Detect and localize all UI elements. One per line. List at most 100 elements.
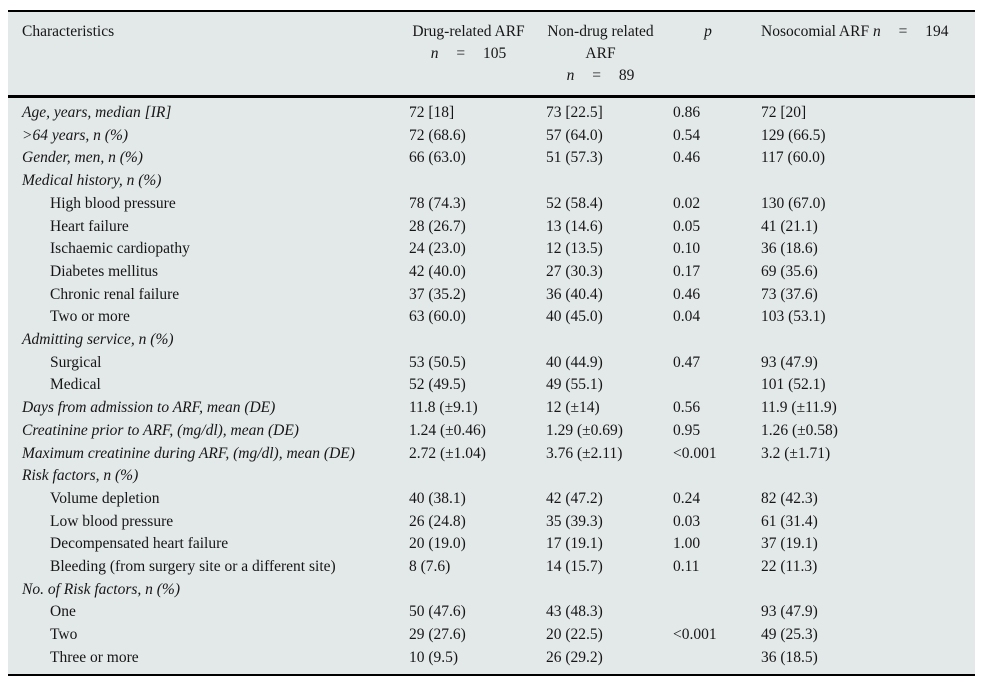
table-row: Diabetes mellitus 42 (40.0) 27 (30.3) 0.17 6… <box>8 261 975 284</box>
non-drug-arf-value: 49 (55.1) <box>546 376 603 394</box>
header-drug-n: n = 105 <box>430 45 507 62</box>
non-drug-arf-value: 43 (48.3) <box>546 603 603 621</box>
row-label: Age, years, median [IR] <box>22 104 172 121</box>
drug-arf-value: 72 [18] <box>409 104 455 121</box>
row-label: Two <box>50 626 78 644</box>
nosocomial-arf-value <box>752 465 975 488</box>
header-p-value: p <box>664 11 752 98</box>
row-label: Diabetes mellitus <box>50 262 159 280</box>
non-drug-arf-value <box>537 329 664 352</box>
non-drug-arf-value: 51 (57.3) <box>546 149 603 167</box>
drug-arf-value <box>400 465 537 488</box>
row-label: High blood pressure <box>50 194 176 212</box>
p-value: <0.001 <box>673 444 717 462</box>
table-body: Age, years, median [IR] 72 [18] 73 [22.5] 0… <box>8 97 975 675</box>
non-drug-arf-value: 14 (15.7) <box>546 558 603 576</box>
non-drug-arf-value: 3.76 (±2.11) <box>546 444 623 462</box>
nosocomial-arf-value: 3.2 (±1.71) <box>761 444 831 462</box>
header-nondrug-label: Non-drug related ARF <box>547 23 654 62</box>
table-row: Volume depletion 40 (38.1) 42 (47.2) 0.24 82… <box>8 488 975 511</box>
non-drug-arf-value: 52 (58.4) <box>546 194 603 212</box>
nosocomial-arf-value: 82 (42.3) <box>761 489 818 507</box>
nosocomial-arf-value: 93 (47.9) <box>761 603 818 621</box>
p-value: 1.00 <box>673 535 701 553</box>
nosocomial-arf-value: 72 [20] <box>761 104 807 121</box>
drug-arf-value: 52 (49.5) <box>409 376 466 394</box>
row-label: Creatinine prior to ARF, (mg/dl), mean (… <box>22 421 299 439</box>
drug-arf-value: 11.8 (±9.1) <box>409 399 478 417</box>
nosocomial-arf-value <box>752 170 975 193</box>
row-label: Bleeding (from surgery site or a differe… <box>50 558 336 576</box>
p-value: 0.03 <box>673 512 701 530</box>
table-row: Heart failure 28 (26.7) 13 (14.6) 0.05 41 (2… <box>8 216 975 239</box>
nosocomial-arf-value: 130 (67.0) <box>761 194 826 212</box>
drug-arf-value: 50 (47.6) <box>409 603 466 621</box>
non-drug-arf-value <box>537 170 664 193</box>
nosocomial-arf-value: 36 (18.6) <box>761 240 818 258</box>
non-drug-arf-value: 27 (30.3) <box>546 262 603 280</box>
table-row: Admitting service, n (%) <box>8 329 975 352</box>
header-drug-related-arf: Drug-related ARF n = 105 <box>400 11 537 98</box>
drug-arf-value: 26 (24.8) <box>409 512 466 530</box>
drug-arf-value: 66 (63.0) <box>409 149 466 167</box>
header-row: Characteristics Drug-related ARF n = 105… <box>8 11 975 98</box>
nosocomial-arf-value: 69 (35.6) <box>761 262 818 280</box>
table-row: Age, years, median [IR] 72 [18] 73 [22.5] 0… <box>8 97 975 125</box>
row-label: Surgical <box>50 353 102 371</box>
non-drug-arf-value: 17 (19.1) <box>546 535 603 553</box>
table-row: One 50 (47.6) 43 (48.3) 93 (47.9) <box>8 601 975 624</box>
table-row: High blood pressure 78 (74.3) 52 (58.4) 0.0… <box>8 193 975 216</box>
row-label: Ischaemic cardiopathy <box>50 240 190 258</box>
drug-arf-value: 24 (23.0) <box>409 240 466 258</box>
table-row: Maximum creatinine during ARF, (mg/dl), … <box>8 443 975 466</box>
nosocomial-arf-value: 61 (31.4) <box>761 512 818 530</box>
p-value <box>664 374 752 397</box>
characteristics-table: Characteristics Drug-related ARF n = 105… <box>8 10 975 676</box>
drug-arf-value: 63 (60.0) <box>409 308 466 326</box>
drug-arf-value <box>400 579 537 602</box>
table-row: Bleeding (from surgery site or a differe… <box>8 556 975 579</box>
row-label: Gender, men, n (%) <box>22 149 143 167</box>
table-row: Two or more 63 (60.0) 40 (45.0) 0.04 103 (53… <box>8 306 975 329</box>
p-value: 0.54 <box>673 126 701 144</box>
non-drug-arf-value: 12 (13.5) <box>546 240 603 258</box>
row-label: Decompensated heart failure <box>50 535 229 553</box>
p-value: 0.04 <box>673 308 701 326</box>
nosocomial-arf-value: 11.9 (±11.9) <box>761 399 837 417</box>
header-nondrug-n: n = 89 <box>566 67 635 84</box>
drug-arf-value: 20 (19.0) <box>409 535 466 553</box>
drug-arf-value: 2.72 (±1.04) <box>409 444 486 462</box>
non-drug-arf-value <box>537 465 664 488</box>
row-label: Heart failure <box>50 217 129 235</box>
non-drug-arf-value: 40 (45.0) <box>546 308 603 326</box>
nosocomial-arf-value: 41 (21.1) <box>761 217 818 235</box>
header-characteristics-label: Characteristics <box>22 23 115 40</box>
table-row: Medical 52 (49.5) 49 (55.1) 101 (52.1) <box>8 374 975 397</box>
header-nosocomial-arf: Nosocomial ARF n = 194 <box>752 11 975 98</box>
p-value: 0.17 <box>673 262 701 280</box>
header-drug-label: Drug-related ARF <box>412 23 525 40</box>
non-drug-arf-value: 1.29 (±0.69) <box>546 421 623 439</box>
table-row: Medical history, n (%) <box>8 170 975 193</box>
table-row: Decompensated heart failure 20 (19.0) 17 (… <box>8 533 975 556</box>
non-drug-arf-value: 35 (39.3) <box>546 512 603 530</box>
nosocomial-arf-value: 1.26 (±0.58) <box>761 421 838 439</box>
p-value <box>664 465 752 488</box>
row-label: >64 years, n (%) <box>22 126 129 144</box>
row-label: Admitting service, n (%) <box>22 331 174 349</box>
table-row: Gender, men, n (%) 66 (63.0) 51 (57.3) 0.46… <box>8 147 975 170</box>
nosocomial-arf-value <box>752 329 975 352</box>
row-label: Low blood pressure <box>50 512 174 530</box>
drug-arf-value: 8 (7.6) <box>409 558 451 576</box>
nosocomial-arf-value: 49 (25.3) <box>761 626 818 644</box>
drug-arf-value: 78 (74.3) <box>409 194 466 212</box>
table-row: Creatinine prior to ARF, (mg/dl), mean (… <box>8 420 975 443</box>
p-value: 0.10 <box>673 240 701 258</box>
p-value: 0.95 <box>673 421 701 439</box>
p-value: 0.46 <box>673 149 701 167</box>
non-drug-arf-value: 20 (22.5) <box>546 626 603 644</box>
row-label: No. of Risk factors, n (%) <box>22 580 180 598</box>
non-drug-arf-value: 42 (47.2) <box>546 489 603 507</box>
table-row: Low blood pressure 26 (24.8) 35 (39.3) 0.03… <box>8 511 975 534</box>
drug-arf-value: 53 (50.5) <box>409 353 466 371</box>
